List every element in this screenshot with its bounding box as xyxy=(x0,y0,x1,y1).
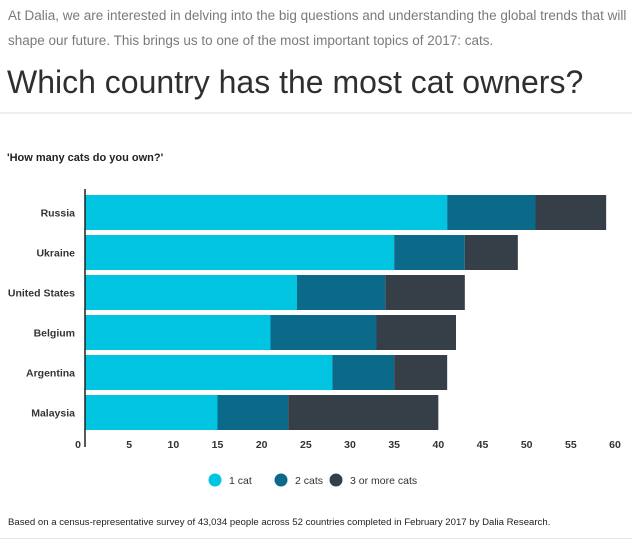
intro-text: At Dalia, we are interested in delving i… xyxy=(8,8,627,48)
legend-label: 3 or more cats xyxy=(350,475,417,487)
x-tick-label: 5 xyxy=(126,439,132,451)
x-tick-label: 15 xyxy=(212,439,224,451)
footnote: Based on a census-representative survey … xyxy=(8,517,551,528)
x-tick-labels: 0 5 10 15 20 25 30 35 40 45 50 55 60 xyxy=(75,439,621,451)
bar-argentina-2-cats xyxy=(332,355,395,390)
legend-swatch-2-cats xyxy=(274,473,288,487)
divider-bottom xyxy=(0,538,632,539)
category-label: Ukraine xyxy=(36,248,75,260)
x-tick-label: 45 xyxy=(477,439,489,451)
category-labels: Russia Ukraine United States Belgium Argenti… xyxy=(8,208,75,420)
x-tick-label: 25 xyxy=(300,439,312,451)
category-label: Argentina xyxy=(26,368,75,380)
x-tick-label: 30 xyxy=(344,439,356,451)
headline: Which country has the most cat owners? xyxy=(7,64,584,100)
legend-swatch-3-or-more-cats xyxy=(329,473,343,487)
bar-malaysia-3-or-more-cats xyxy=(288,395,439,430)
x-tick-label: 20 xyxy=(256,439,268,451)
x-tick-label: 40 xyxy=(432,439,444,451)
x-tick-label: 10 xyxy=(167,439,179,451)
x-tick-label: 50 xyxy=(521,439,533,451)
chart-title: 'How many cats do you own?' xyxy=(7,152,164,164)
category-label: Russia xyxy=(41,208,76,220)
category-label: United States xyxy=(8,288,75,300)
legend-label: 2 cats xyxy=(295,475,323,487)
category-label: Belgium xyxy=(34,328,75,340)
category-label: Malaysia xyxy=(31,408,75,420)
x-tick-label: 55 xyxy=(565,439,577,451)
bar-russia-3-or-more-cats xyxy=(535,195,607,230)
legend-swatch-1-cat xyxy=(208,473,222,487)
legend-label: 1 cat xyxy=(229,475,252,487)
bar-belgium-1-cat xyxy=(85,315,271,350)
bars-layer xyxy=(85,195,607,430)
x-tick-label: 60 xyxy=(609,439,621,451)
bar-argentina-1-cat xyxy=(85,355,333,390)
x-tick-label: 35 xyxy=(388,439,400,451)
x-tick-label: 0 xyxy=(75,439,81,451)
bar-belgium-3-or-more-cats xyxy=(376,315,456,350)
bar-united-states-2-cats xyxy=(297,275,386,310)
divider xyxy=(0,112,632,114)
bar-ukraine-2-cats xyxy=(394,235,465,270)
bar-russia-2-cats xyxy=(447,195,536,230)
bar-united-states-1-cat xyxy=(85,275,297,310)
bar-ukraine-3-or-more-cats xyxy=(464,235,518,270)
legend: 1 cat 2 cats 3 or more cats xyxy=(208,473,417,487)
bar-malaysia-2-cats xyxy=(217,395,289,430)
bar-united-states-3-or-more-cats xyxy=(385,275,465,310)
bar-argentina-3-or-more-cats xyxy=(394,355,448,390)
bar-russia-1-cat xyxy=(85,195,448,230)
bar-ukraine-1-cat xyxy=(85,235,395,270)
bar-belgium-2-cats xyxy=(270,315,377,350)
bar-malaysia-1-cat xyxy=(85,395,218,430)
stacked-bar-chart: Russia Ukraine United States Belgium Argenti… xyxy=(8,189,621,487)
